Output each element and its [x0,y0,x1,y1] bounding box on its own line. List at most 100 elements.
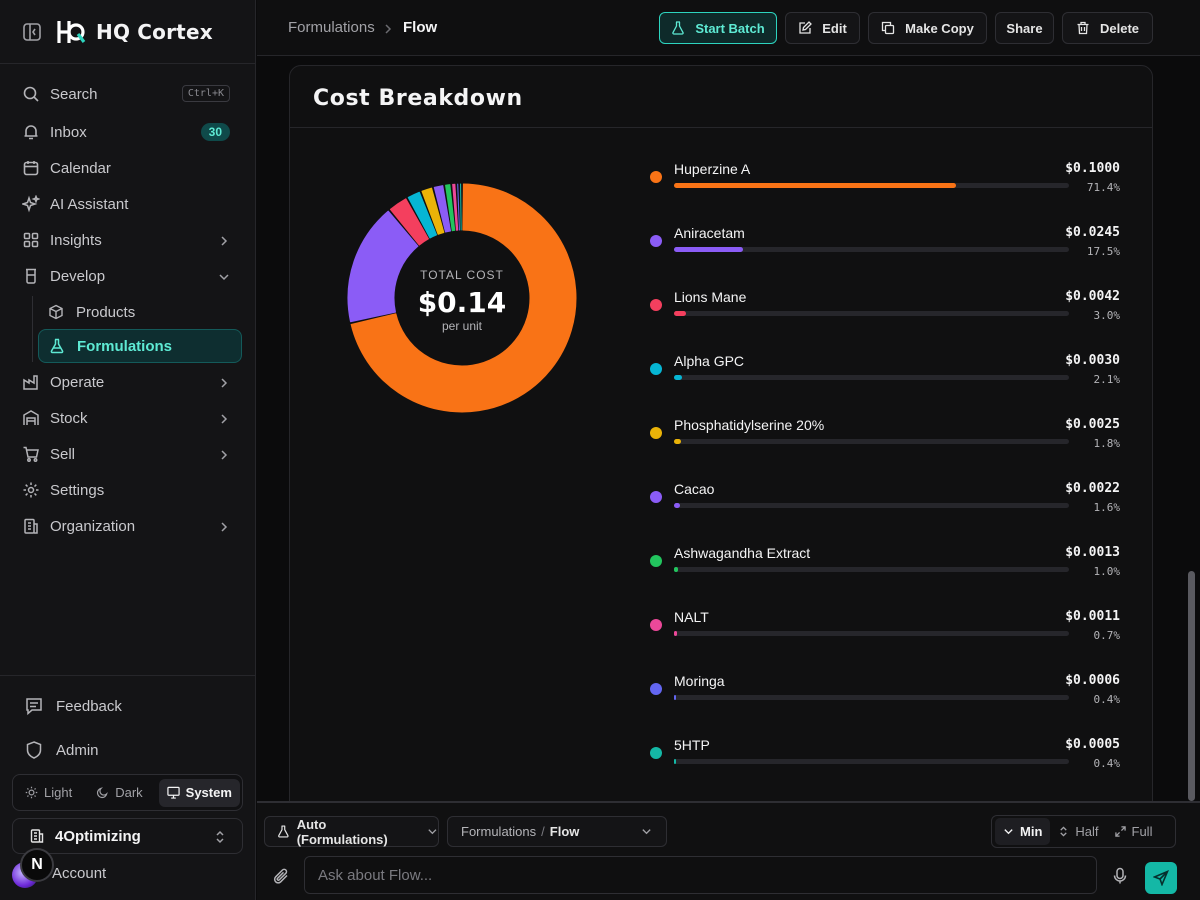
donut-slice[interactable] [350,183,577,413]
cost-share-percent: 1.0% [1093,565,1121,578]
nav-operate-label: Operate [50,373,105,391]
donut-slice[interactable] [347,210,419,323]
theme-system-option[interactable]: System [158,778,240,807]
cost-row: NALT $0.0011 0.7% [650,609,1120,669]
ingredient-name: Cacao [674,481,715,497]
nav-sell[interactable]: Sell [12,437,244,471]
nav-inbox[interactable]: Inbox 30 [12,115,244,149]
warehouse-icon [22,409,40,427]
cost-share-percent: 3.0% [1093,309,1121,322]
start-batch-button[interactable]: Start Batch [659,12,777,44]
cost-share-bar [674,759,676,764]
share-label: Share [1006,20,1043,36]
delete-button[interactable]: Delete [1062,12,1153,44]
nav-insights-label: Insights [50,231,102,249]
paperclip-icon[interactable] [272,867,290,885]
brand-name: HQ Cortex [96,20,213,44]
cost-share-bar [674,375,683,380]
sidebar-item-products-label: Products [76,303,136,321]
theme-dark-label: Dark [115,785,143,800]
nav-develop[interactable]: Develop [12,259,244,293]
flask-icon [49,338,65,354]
donut-slice[interactable] [421,187,445,235]
nav-settings[interactable]: Settings [12,473,244,507]
nav-insights[interactable]: Insights [12,223,244,257]
admin-button[interactable]: Admin [12,733,244,767]
mode-full-option[interactable]: Full [1107,818,1161,845]
cost-share-percent: 1.6% [1093,501,1121,514]
ask-input[interactable] [304,856,1097,894]
feedback-button[interactable]: Feedback [12,689,244,723]
nav-organization[interactable]: Organization [12,509,244,543]
total-cost-unit: per unit [441,319,483,333]
cost-share-track [674,631,1069,636]
donut-slice[interactable] [457,183,460,231]
context-select[interactable]: Formulations / Flow [447,816,667,847]
account-button[interactable]: N Account [10,848,242,892]
cost-share-percent: 17.5% [1086,245,1120,258]
total-cost-value: $0.14 [417,286,507,319]
cost-share-track [674,695,1069,700]
sidebar-item-formulations-label: Formulations [77,337,173,355]
ingredient-cost: $0.0011 [1065,609,1120,624]
theme-light-option[interactable]: Light [17,779,80,807]
agent-select[interactable]: Auto (Formulations) [264,816,439,847]
cost-share-track [674,759,1069,764]
make-copy-button[interactable]: Make Copy [868,12,987,44]
context-current: Flow [549,824,580,839]
sun-icon [25,786,38,799]
nav-ai-assistant[interactable]: AI Assistant [12,187,244,221]
donut-slice[interactable] [445,184,456,232]
donut-slice[interactable] [407,191,438,239]
series-color-dot [650,683,662,695]
cart-icon [22,445,40,463]
series-color-dot [650,363,662,375]
nav-settings-label: Settings [50,481,105,499]
ingredient-cost: $0.0005 [1065,737,1120,752]
mode-half-option[interactable]: Half [1050,818,1106,845]
donut-slice[interactable] [433,185,452,233]
cost-share-percent: 0.4% [1093,693,1121,706]
mode-min-option[interactable]: Min [995,818,1051,845]
cost-row: Lions Mane $0.0042 3.0% [650,289,1120,349]
panel-size-toggle: Min Half Full [991,815,1176,848]
nav-operate[interactable]: Operate [12,365,244,399]
scrollbar-thumb[interactable] [1188,571,1195,801]
organization-select[interactable]: 4Optimizing [12,818,243,854]
chevron-down-icon [642,829,651,835]
dev-indicator-badge[interactable]: N [20,848,54,882]
sidebar-toggle-icon[interactable] [22,22,42,42]
share-button[interactable]: Share [995,12,1054,44]
nav-develop-label: Develop [50,267,106,285]
nav-stock[interactable]: Stock [12,401,244,435]
factory-icon [22,373,40,391]
grid-icon [22,231,40,249]
ingredient-name: 5HTP [674,737,710,753]
breadcrumb-formulations[interactable]: Formulations [288,19,375,36]
main-scrollbar[interactable] [1186,57,1196,801]
send-button[interactable] [1145,862,1177,894]
donut-slice[interactable] [389,198,429,246]
mic-icon[interactable] [1112,867,1128,885]
gear-icon [22,481,40,499]
ingredient-cost: $0.1000 [1065,161,1120,176]
cost-share-bar [674,439,682,444]
sidebar-item-formulations[interactable]: Formulations [38,329,242,363]
theme-dark-option[interactable]: Dark [88,779,150,807]
organization-name: 4Optimizing [55,827,141,845]
chevron-down-icon [1004,829,1013,835]
sidebar-item-products[interactable]: Products [38,295,242,329]
nav-calendar[interactable]: Calendar [12,151,244,185]
donut-slice[interactable] [452,183,459,231]
cost-share-bar [674,695,676,700]
copy-icon [882,21,895,35]
cost-donut-chart [347,183,577,413]
edit-button[interactable]: Edit [785,12,860,44]
chevron-right-icon [218,448,230,460]
donut-slice[interactable] [460,183,462,231]
cost-row: Phosphatidylserine 20% $0.0025 1.8% [650,417,1120,477]
cost-breakdown-card: Cost Breakdown TOTAL COST $0.14 per unit… [289,65,1153,801]
building-icon [22,517,40,535]
inbox-count-badge: 30 [200,123,230,141]
nav-search[interactable]: Search Ctrl+K [12,77,244,111]
